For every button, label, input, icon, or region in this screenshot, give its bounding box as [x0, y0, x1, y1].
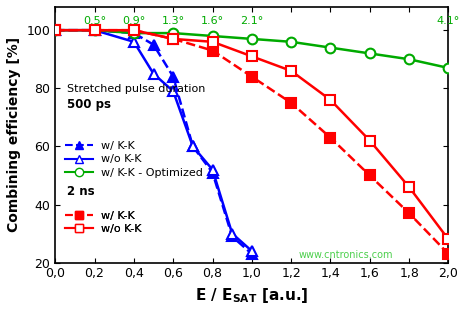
Text: 1.6°: 1.6° — [201, 16, 224, 26]
Text: 1.3°: 1.3° — [162, 16, 185, 26]
Y-axis label: Combining efficiency [%]: Combining efficiency [%] — [7, 37, 21, 232]
Text: 2.1°: 2.1° — [240, 16, 263, 26]
Text: 2 ns: 2 ns — [67, 184, 95, 197]
X-axis label: E / E$_\mathregular{SAT}$ [a.u.]: E / E$_\mathregular{SAT}$ [a.u.] — [195, 286, 309, 305]
Text: 500 ps: 500 ps — [67, 98, 111, 111]
Text: www.cntronics.com: www.cntronics.com — [299, 250, 394, 260]
Text: 0.9°: 0.9° — [122, 16, 146, 26]
Text: Stretched pulse duration: Stretched pulse duration — [67, 84, 205, 94]
Text: 0.5°: 0.5° — [83, 16, 106, 26]
Legend: w/ K-K, w/o K-K: w/ K-K, w/o K-K — [65, 211, 142, 234]
Text: 4.1°: 4.1° — [437, 16, 460, 26]
